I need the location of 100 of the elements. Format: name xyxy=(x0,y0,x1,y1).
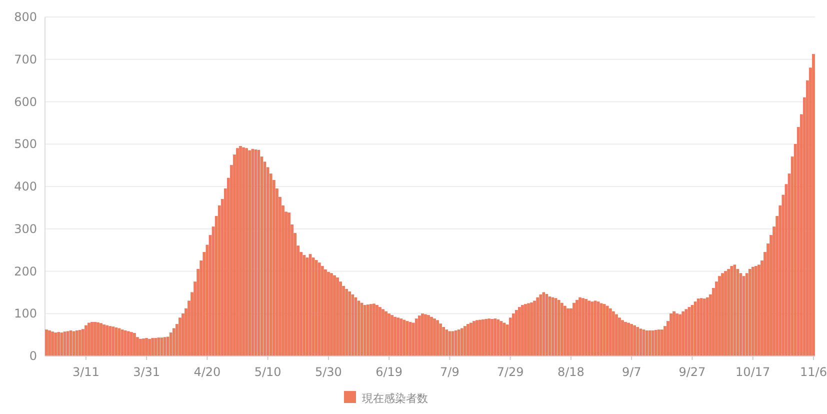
bar xyxy=(51,332,54,356)
x-tick-label: 4/20 xyxy=(194,365,221,379)
bar xyxy=(515,310,518,356)
bar xyxy=(490,318,494,356)
bar xyxy=(739,273,742,356)
bar xyxy=(460,328,464,356)
bar xyxy=(82,329,84,356)
bar xyxy=(442,327,446,356)
bar xyxy=(724,271,727,356)
bar xyxy=(588,300,591,356)
bar xyxy=(584,299,588,356)
bar xyxy=(54,332,57,356)
bar xyxy=(412,322,415,356)
legend: 現在感染者数 xyxy=(344,391,428,405)
bar xyxy=(351,294,354,356)
bar xyxy=(496,319,500,356)
bar xyxy=(545,294,548,356)
bar xyxy=(348,291,352,356)
y-tick-label: 300 xyxy=(14,222,37,236)
bar xyxy=(751,266,754,356)
bar xyxy=(654,330,658,356)
bar xyxy=(470,322,472,356)
bar xyxy=(745,273,748,356)
bar xyxy=(536,297,539,356)
bar xyxy=(678,314,682,356)
bar xyxy=(512,313,515,356)
bar xyxy=(78,330,82,356)
bar xyxy=(684,309,688,356)
bar xyxy=(354,297,358,356)
bar xyxy=(163,337,166,356)
bar xyxy=(742,276,746,356)
bar xyxy=(84,325,88,356)
bar xyxy=(758,264,760,356)
y-tick-label: 100 xyxy=(14,306,37,321)
bar xyxy=(148,338,151,356)
bar xyxy=(400,318,403,356)
bar xyxy=(321,266,324,356)
bar xyxy=(488,318,490,356)
y-tick-label: 500 xyxy=(14,137,37,152)
bar xyxy=(160,338,164,356)
bar xyxy=(564,306,566,356)
bar xyxy=(157,338,160,356)
x-tick-label: 5/30 xyxy=(314,365,342,379)
bar xyxy=(508,318,512,356)
bar xyxy=(606,306,609,356)
bar xyxy=(596,302,600,356)
bar xyxy=(500,321,503,356)
bar xyxy=(706,297,709,356)
bar xyxy=(645,330,648,356)
bar xyxy=(342,286,345,356)
bar xyxy=(696,298,700,356)
bar xyxy=(108,326,112,356)
bar xyxy=(554,298,558,356)
bar xyxy=(690,305,694,356)
bar xyxy=(360,302,364,356)
x-tick-label: 11/6 xyxy=(800,365,827,379)
bar xyxy=(812,54,815,356)
bar xyxy=(636,327,640,356)
bar xyxy=(339,282,342,356)
bar xyxy=(633,325,636,356)
bar xyxy=(651,330,654,356)
bar xyxy=(700,298,703,356)
y-tick-label: 700 xyxy=(14,52,37,66)
x-tick-label: 7/29 xyxy=(496,365,524,379)
bar xyxy=(251,149,254,356)
bar xyxy=(702,298,706,356)
bar xyxy=(384,311,388,356)
bar xyxy=(451,331,454,356)
bar xyxy=(166,336,170,356)
y-tick-label: 0 xyxy=(29,349,37,363)
bar xyxy=(248,150,251,356)
bar xyxy=(609,308,612,356)
bar xyxy=(639,328,642,356)
bar xyxy=(306,258,309,356)
bar xyxy=(445,330,448,356)
bar xyxy=(118,328,121,356)
bar xyxy=(406,321,409,356)
bar xyxy=(472,321,476,356)
bar xyxy=(402,320,406,356)
bar xyxy=(424,314,427,356)
bar xyxy=(448,331,452,356)
bar xyxy=(102,324,106,356)
bar xyxy=(560,302,564,356)
bar xyxy=(106,325,109,356)
bar xyxy=(318,262,321,356)
bar xyxy=(615,314,618,356)
bar xyxy=(676,313,678,356)
bar xyxy=(69,330,72,356)
x-tick-label: 3/11 xyxy=(72,365,100,379)
y-tick-label: 600 xyxy=(14,94,37,109)
bar xyxy=(602,304,606,356)
bar xyxy=(730,266,733,356)
bar xyxy=(396,318,400,356)
bar xyxy=(436,320,439,356)
bar xyxy=(154,338,158,356)
x-tick-label: 9/7 xyxy=(622,365,642,379)
bar xyxy=(682,311,684,356)
bar xyxy=(627,322,630,356)
bar xyxy=(542,292,546,356)
bar xyxy=(302,255,306,356)
